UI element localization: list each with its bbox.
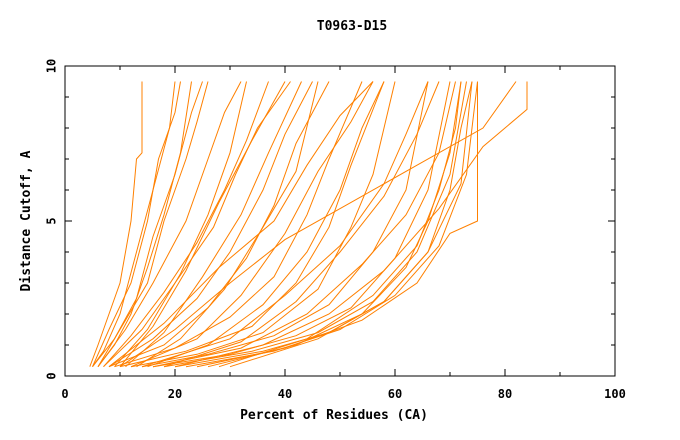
- series-line-10: [114, 81, 363, 368]
- series-line-27: [92, 81, 176, 367]
- series-line-18: [196, 81, 478, 368]
- series-line-29: [125, 81, 302, 368]
- series-line-20: [119, 81, 517, 368]
- series-line-28: [114, 81, 247, 368]
- series-line-32: [207, 81, 462, 368]
- y-axis: 0 5 10: [45, 59, 615, 380]
- x-axis-title: Percent of Residues (CA): [240, 408, 428, 423]
- series-line-7: [103, 81, 291, 368]
- series-line-35: [163, 81, 440, 368]
- series-line-13: [141, 81, 429, 368]
- series-line-1: [89, 81, 143, 367]
- x-axis: 0 20 40 60 80 100: [61, 66, 626, 401]
- y-tick-label: 0: [45, 372, 59, 379]
- series-line-16: [174, 81, 473, 368]
- series-line-25: [229, 81, 473, 368]
- series-line-11: [119, 81, 385, 368]
- series-line-5: [97, 81, 242, 367]
- series-line-30: [136, 81, 319, 368]
- x-tick-label: 60: [388, 387, 402, 401]
- series-line-33: [152, 81, 456, 368]
- series-line-15: [163, 81, 467, 368]
- y-tick-label: 10: [45, 59, 59, 73]
- y-axis-title: Distance Cutoff, A: [19, 150, 34, 291]
- series-line-8: [108, 81, 313, 368]
- series-line-3: [92, 81, 203, 368]
- series-line-24: [218, 81, 462, 368]
- series-line-23: [141, 81, 429, 368]
- chart-title: T0963-D15: [317, 19, 387, 34]
- series-line-14: [152, 81, 451, 368]
- series-line-34: [119, 81, 286, 368]
- plot-lines: [89, 81, 528, 368]
- series-line-9: [108, 81, 330, 368]
- series-line-22: [130, 81, 374, 368]
- series-line-17: [185, 81, 478, 368]
- series-line-31: [147, 81, 385, 368]
- x-tick-label: 20: [168, 387, 182, 401]
- series-line-26: [97, 81, 192, 368]
- x-tick-label: 80: [498, 387, 512, 401]
- series-line-21: [108, 81, 374, 368]
- x-tick-label: 40: [278, 387, 292, 401]
- series-line-12: [130, 81, 396, 368]
- x-tick-label: 100: [604, 387, 626, 401]
- series-line-6: [103, 81, 269, 368]
- series-line-2: [92, 81, 181, 367]
- y-tick-label: 5: [45, 217, 59, 224]
- series-line-19: [174, 81, 528, 368]
- series-line-4: [97, 81, 209, 367]
- x-tick-label: 0: [61, 387, 68, 401]
